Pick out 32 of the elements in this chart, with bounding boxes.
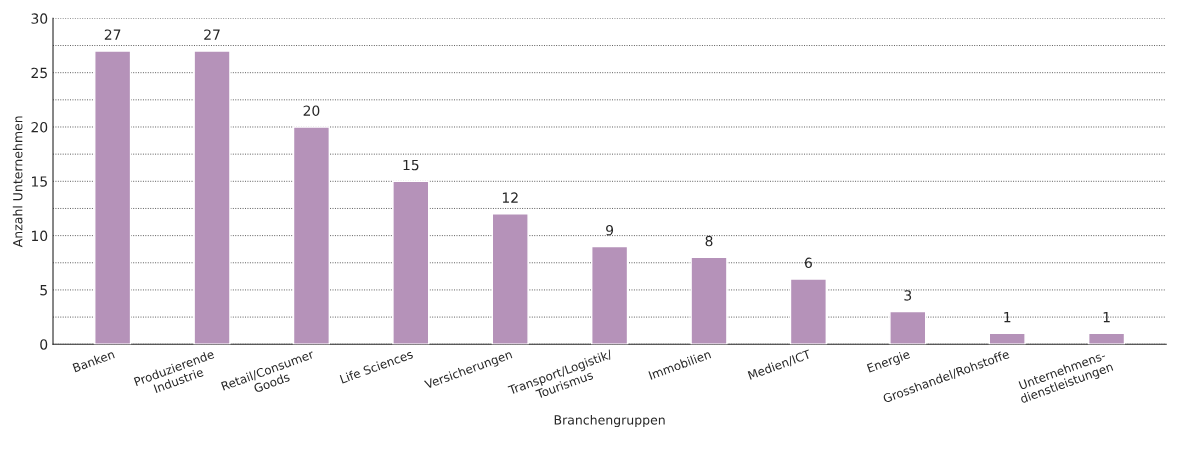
data-label: 9 [606,224,614,236]
bar [193,50,231,345]
bar [292,126,331,345]
bar [94,50,132,345]
bar [1087,332,1126,345]
bar [889,310,927,345]
bar [988,332,1026,345]
y-tick-label: 30 [31,13,48,24]
bar [789,278,827,345]
data-label: 15 [403,159,419,171]
y-tick-label: 15 [32,176,47,187]
data-label: 3 [904,290,912,301]
data-label: 6 [804,257,812,269]
data-label: 27 [104,29,121,40]
x-axis-title: Branchengruppen [554,414,665,428]
data-label: 1 [1004,312,1011,323]
x-tick-label: Banken [72,349,115,373]
data-label: 27 [204,29,220,40]
y-tick-label: 0 [40,339,48,350]
data-label: 20 [303,105,320,116]
data-label: 1 [1103,312,1110,323]
y-tick-label: 5 [40,285,47,296]
y-tick-label: 20 [31,121,48,133]
bar [591,245,629,345]
data-label: 12 [502,192,518,203]
bar [392,180,430,345]
y-tick-label: 25 [31,67,47,79]
y-tick-label: 10 [32,230,48,242]
data-label: 8 [705,235,713,247]
y-axis-title: Anzahl Unternehmen [12,116,23,248]
bar [690,256,728,345]
bar [491,213,529,345]
